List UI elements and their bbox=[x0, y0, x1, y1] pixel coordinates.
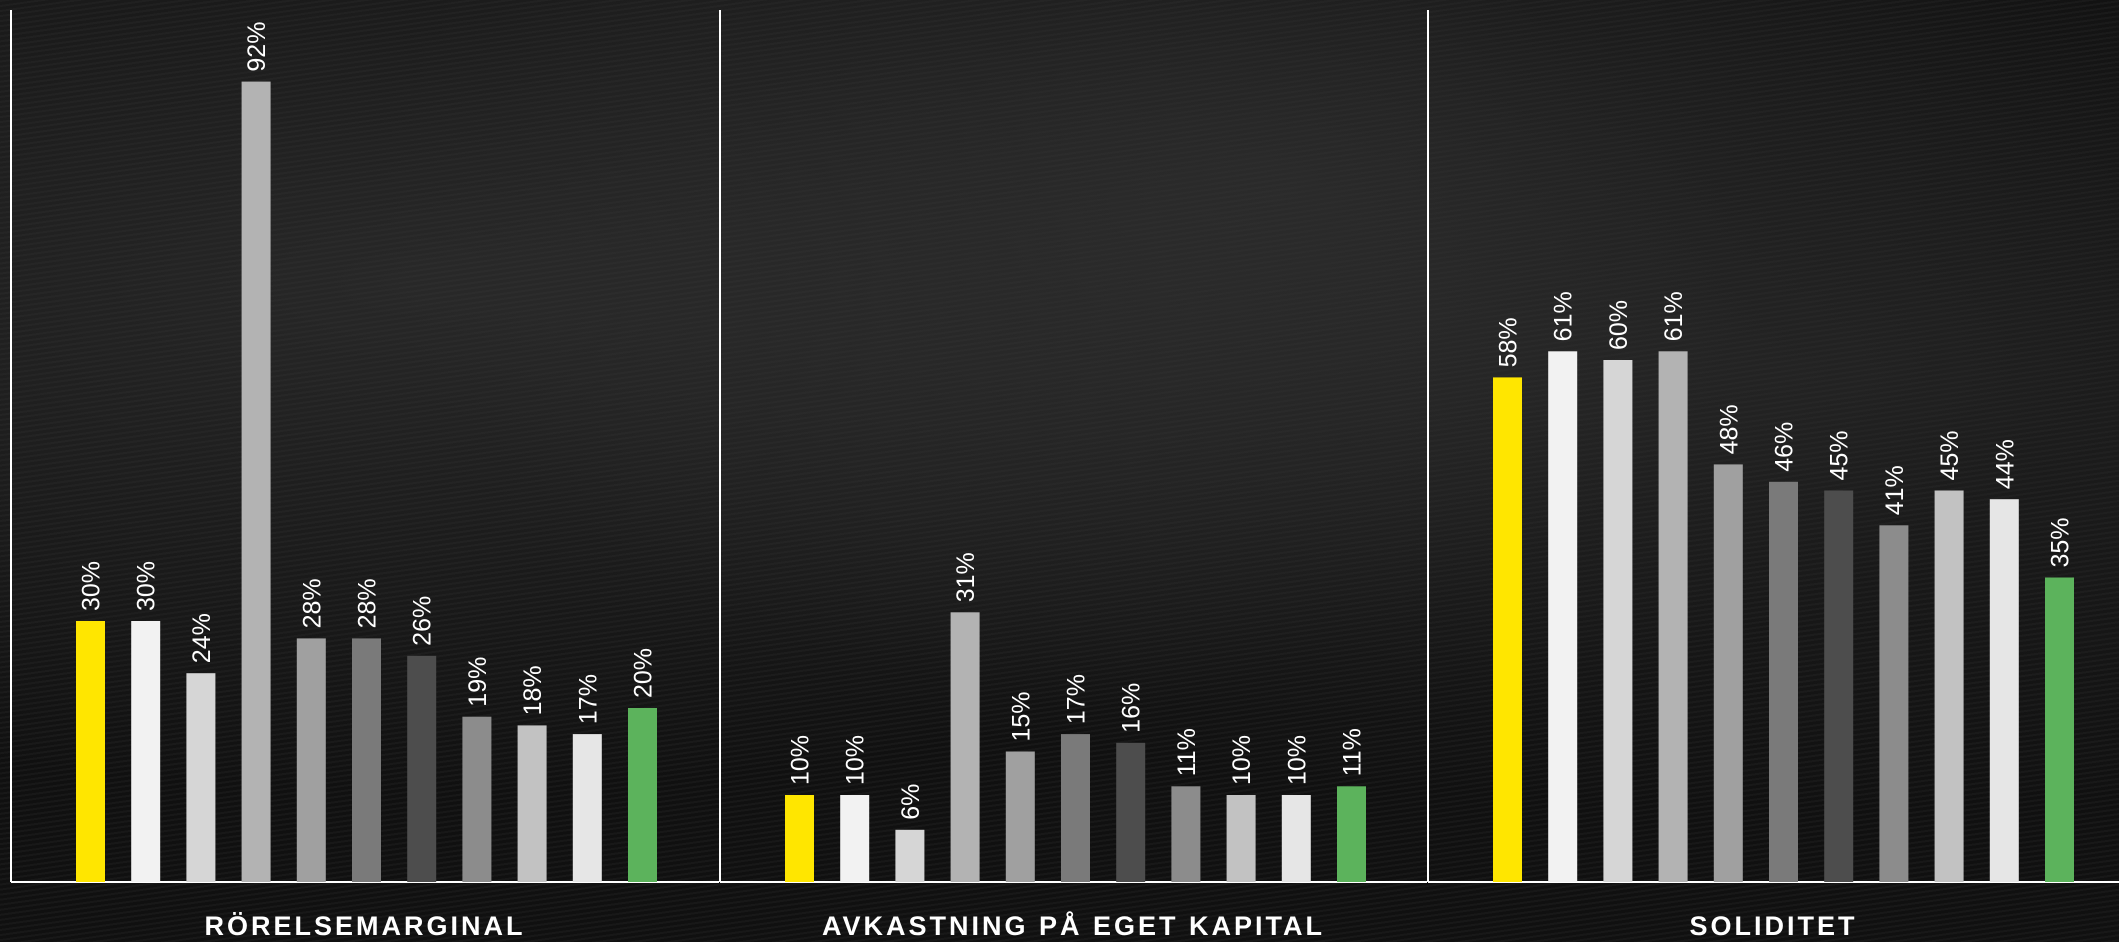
bar-value-label: 92% bbox=[243, 22, 271, 72]
chart-title: RÖRELSEMARGINAL bbox=[205, 911, 526, 941]
bar-value-label: 24% bbox=[188, 613, 216, 663]
bar bbox=[1548, 351, 1578, 882]
bar-value-label: 18% bbox=[519, 665, 547, 715]
bar-value-label: 35% bbox=[2047, 517, 2075, 567]
bar bbox=[1769, 481, 1798, 882]
bar-value-label: 10% bbox=[1228, 735, 1256, 785]
bar-value-label: 41% bbox=[1881, 465, 1909, 515]
bar bbox=[186, 673, 216, 882]
bar bbox=[462, 716, 492, 882]
bar-value-label: 30% bbox=[78, 561, 106, 611]
bar-value-label: 31% bbox=[952, 552, 980, 602]
bar bbox=[785, 795, 814, 882]
bar bbox=[1226, 795, 1256, 882]
bar-value-label: 45% bbox=[1826, 430, 1854, 480]
bar bbox=[1116, 742, 1146, 882]
bar bbox=[1171, 786, 1201, 882]
bar bbox=[1005, 751, 1035, 882]
bar bbox=[131, 621, 161, 882]
bar-value-label: 17% bbox=[574, 674, 602, 724]
bar bbox=[352, 638, 381, 882]
bar-value-label: 61% bbox=[1660, 291, 1688, 341]
bar bbox=[1713, 464, 1743, 882]
bar bbox=[1603, 360, 1633, 882]
bar-value-label: 11% bbox=[1173, 728, 1201, 776]
bar-value-label: 30% bbox=[133, 561, 161, 611]
bar-value-label: 61% bbox=[1550, 291, 1578, 341]
bar bbox=[1061, 734, 1090, 882]
bar bbox=[1879, 525, 1909, 882]
bar bbox=[296, 638, 326, 882]
bar bbox=[895, 829, 925, 882]
bar bbox=[1989, 499, 2019, 882]
bar-value-label: 44% bbox=[1991, 439, 2019, 489]
bar-value-label: 11% bbox=[1339, 728, 1367, 776]
bar bbox=[517, 725, 547, 882]
bar bbox=[1658, 351, 1688, 882]
bar bbox=[241, 81, 271, 883]
bar bbox=[76, 621, 105, 882]
chart-panel-1: 30% 30% 24% 92% 28% 28% 26% 19% 18% 17% 20% RÖRELSE… bbox=[10, 10, 719, 941]
bar bbox=[572, 734, 602, 882]
chart-title: AVKASTNING PÅ EGET KAPITAL bbox=[822, 910, 1325, 941]
bar-value-label: 10% bbox=[842, 735, 870, 785]
bar-value-label: 19% bbox=[464, 657, 492, 707]
bar-value-label: 17% bbox=[1063, 674, 1091, 724]
bar-value-label: 48% bbox=[1715, 404, 1743, 454]
bar bbox=[840, 795, 870, 882]
bar-value-label: 16% bbox=[1118, 683, 1146, 733]
bar-value-label: 45% bbox=[1936, 430, 1964, 480]
bar-value-label: 28% bbox=[298, 578, 326, 628]
bar-value-label: 58% bbox=[1495, 317, 1523, 367]
bar-value-label: 46% bbox=[1771, 422, 1799, 472]
bar bbox=[628, 708, 657, 882]
bar bbox=[1824, 490, 1854, 882]
bar bbox=[2045, 577, 2074, 882]
bar bbox=[1934, 490, 1964, 882]
bar bbox=[407, 655, 437, 882]
bar-value-label: 60% bbox=[1605, 300, 1633, 350]
bar-value-label: 20% bbox=[630, 648, 658, 698]
chart-panel-3: 58% 61% 60% 61% 48% 46% 45% 41% 45% 44% 35% SOLIDIT… bbox=[1427, 10, 2119, 941]
bar-value-label: 28% bbox=[354, 578, 382, 628]
bar bbox=[950, 612, 980, 882]
bar bbox=[1281, 795, 1311, 882]
chart-title: SOLIDITET bbox=[1690, 911, 1858, 941]
bar-value-label: 10% bbox=[1283, 735, 1311, 785]
bar bbox=[1493, 377, 1522, 882]
bar-value-label: 15% bbox=[1007, 691, 1035, 741]
bar-value-label: 26% bbox=[409, 596, 437, 646]
bar-value-label: 6% bbox=[897, 784, 925, 820]
bar-value-label: 10% bbox=[787, 735, 815, 785]
chart-panel-2: 10% 10% 6% 31% 15% 17% 16% 11% 10% 10% 11% AVKASTNI… bbox=[719, 10, 1427, 941]
bar bbox=[1337, 786, 1366, 882]
